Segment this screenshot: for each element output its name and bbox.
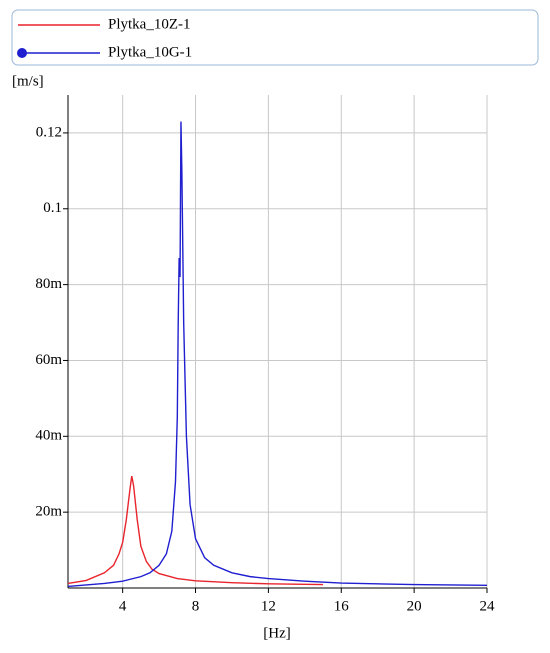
x-tick-label: 12 <box>261 598 276 614</box>
legend-label: Plytka_10G-1 <box>108 44 192 60</box>
y-tick-label: 0.1 <box>43 200 62 216</box>
x-tick-label: 16 <box>334 598 350 614</box>
x-tick-label: 4 <box>119 598 127 614</box>
y-tick-label: 40m <box>35 428 62 444</box>
legend-marker <box>17 48 27 58</box>
legend-label: Plytka_10Z-1 <box>108 16 191 32</box>
series-line <box>67 475 324 586</box>
x-tick-label: 8 <box>192 598 200 614</box>
y-tick-label: 60m <box>35 352 62 368</box>
legend-box <box>11 9 539 66</box>
x-axis-label: [Hz] <box>263 625 290 641</box>
x-tick-label: 24 <box>480 598 496 614</box>
y-tick-label: 20m <box>35 504 62 520</box>
y-tick-label: 80m <box>35 276 62 292</box>
series-line <box>67 121 488 588</box>
y-tick-label: 0.12 <box>36 124 62 140</box>
x-tick-label: 20 <box>407 598 422 614</box>
y-unit-label: [m/s] <box>12 73 44 89</box>
